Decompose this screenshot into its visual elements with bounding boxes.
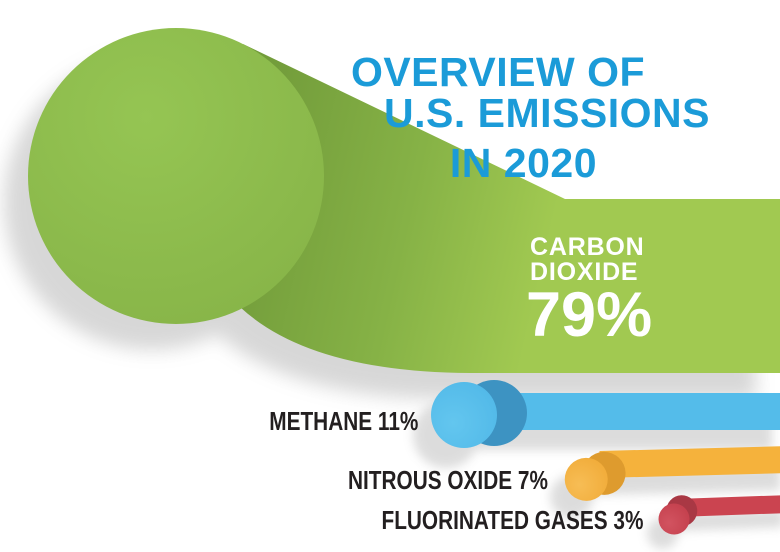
co2-label-line-2: DIOXIDE — [530, 258, 639, 286]
title-line-2: U.S. EMISSIONS — [384, 90, 710, 136]
nitrous-tube-group — [550, 445, 780, 519]
title-line-1: OVERVIEW OF — [350, 49, 645, 95]
co2-label: CARBON DIOXIDE — [530, 235, 645, 285]
fluorinated-cap — [658, 503, 690, 535]
co2-label-line-1: CARBON — [530, 233, 645, 261]
nitrous-bar — [599, 445, 780, 478]
title-line-3: IN 2020 — [449, 140, 597, 186]
fluorinated-tube-group — [647, 494, 780, 549]
nitrous-cap — [564, 457, 608, 501]
co2-tube-body — [176, 44, 780, 373]
nitrous-label: NITROUS OXIDE 7% — [348, 465, 548, 495]
methane-cap — [431, 382, 497, 448]
methane-bar — [490, 393, 780, 430]
co2-tube-face — [28, 28, 324, 324]
fluorinated-bar — [679, 494, 780, 517]
fluorinated-label: FLUORINATED GASES 3% — [381, 505, 643, 535]
methane-label: METHANE 11% — [268, 406, 418, 436]
co2-value: 79% — [526, 280, 653, 350]
